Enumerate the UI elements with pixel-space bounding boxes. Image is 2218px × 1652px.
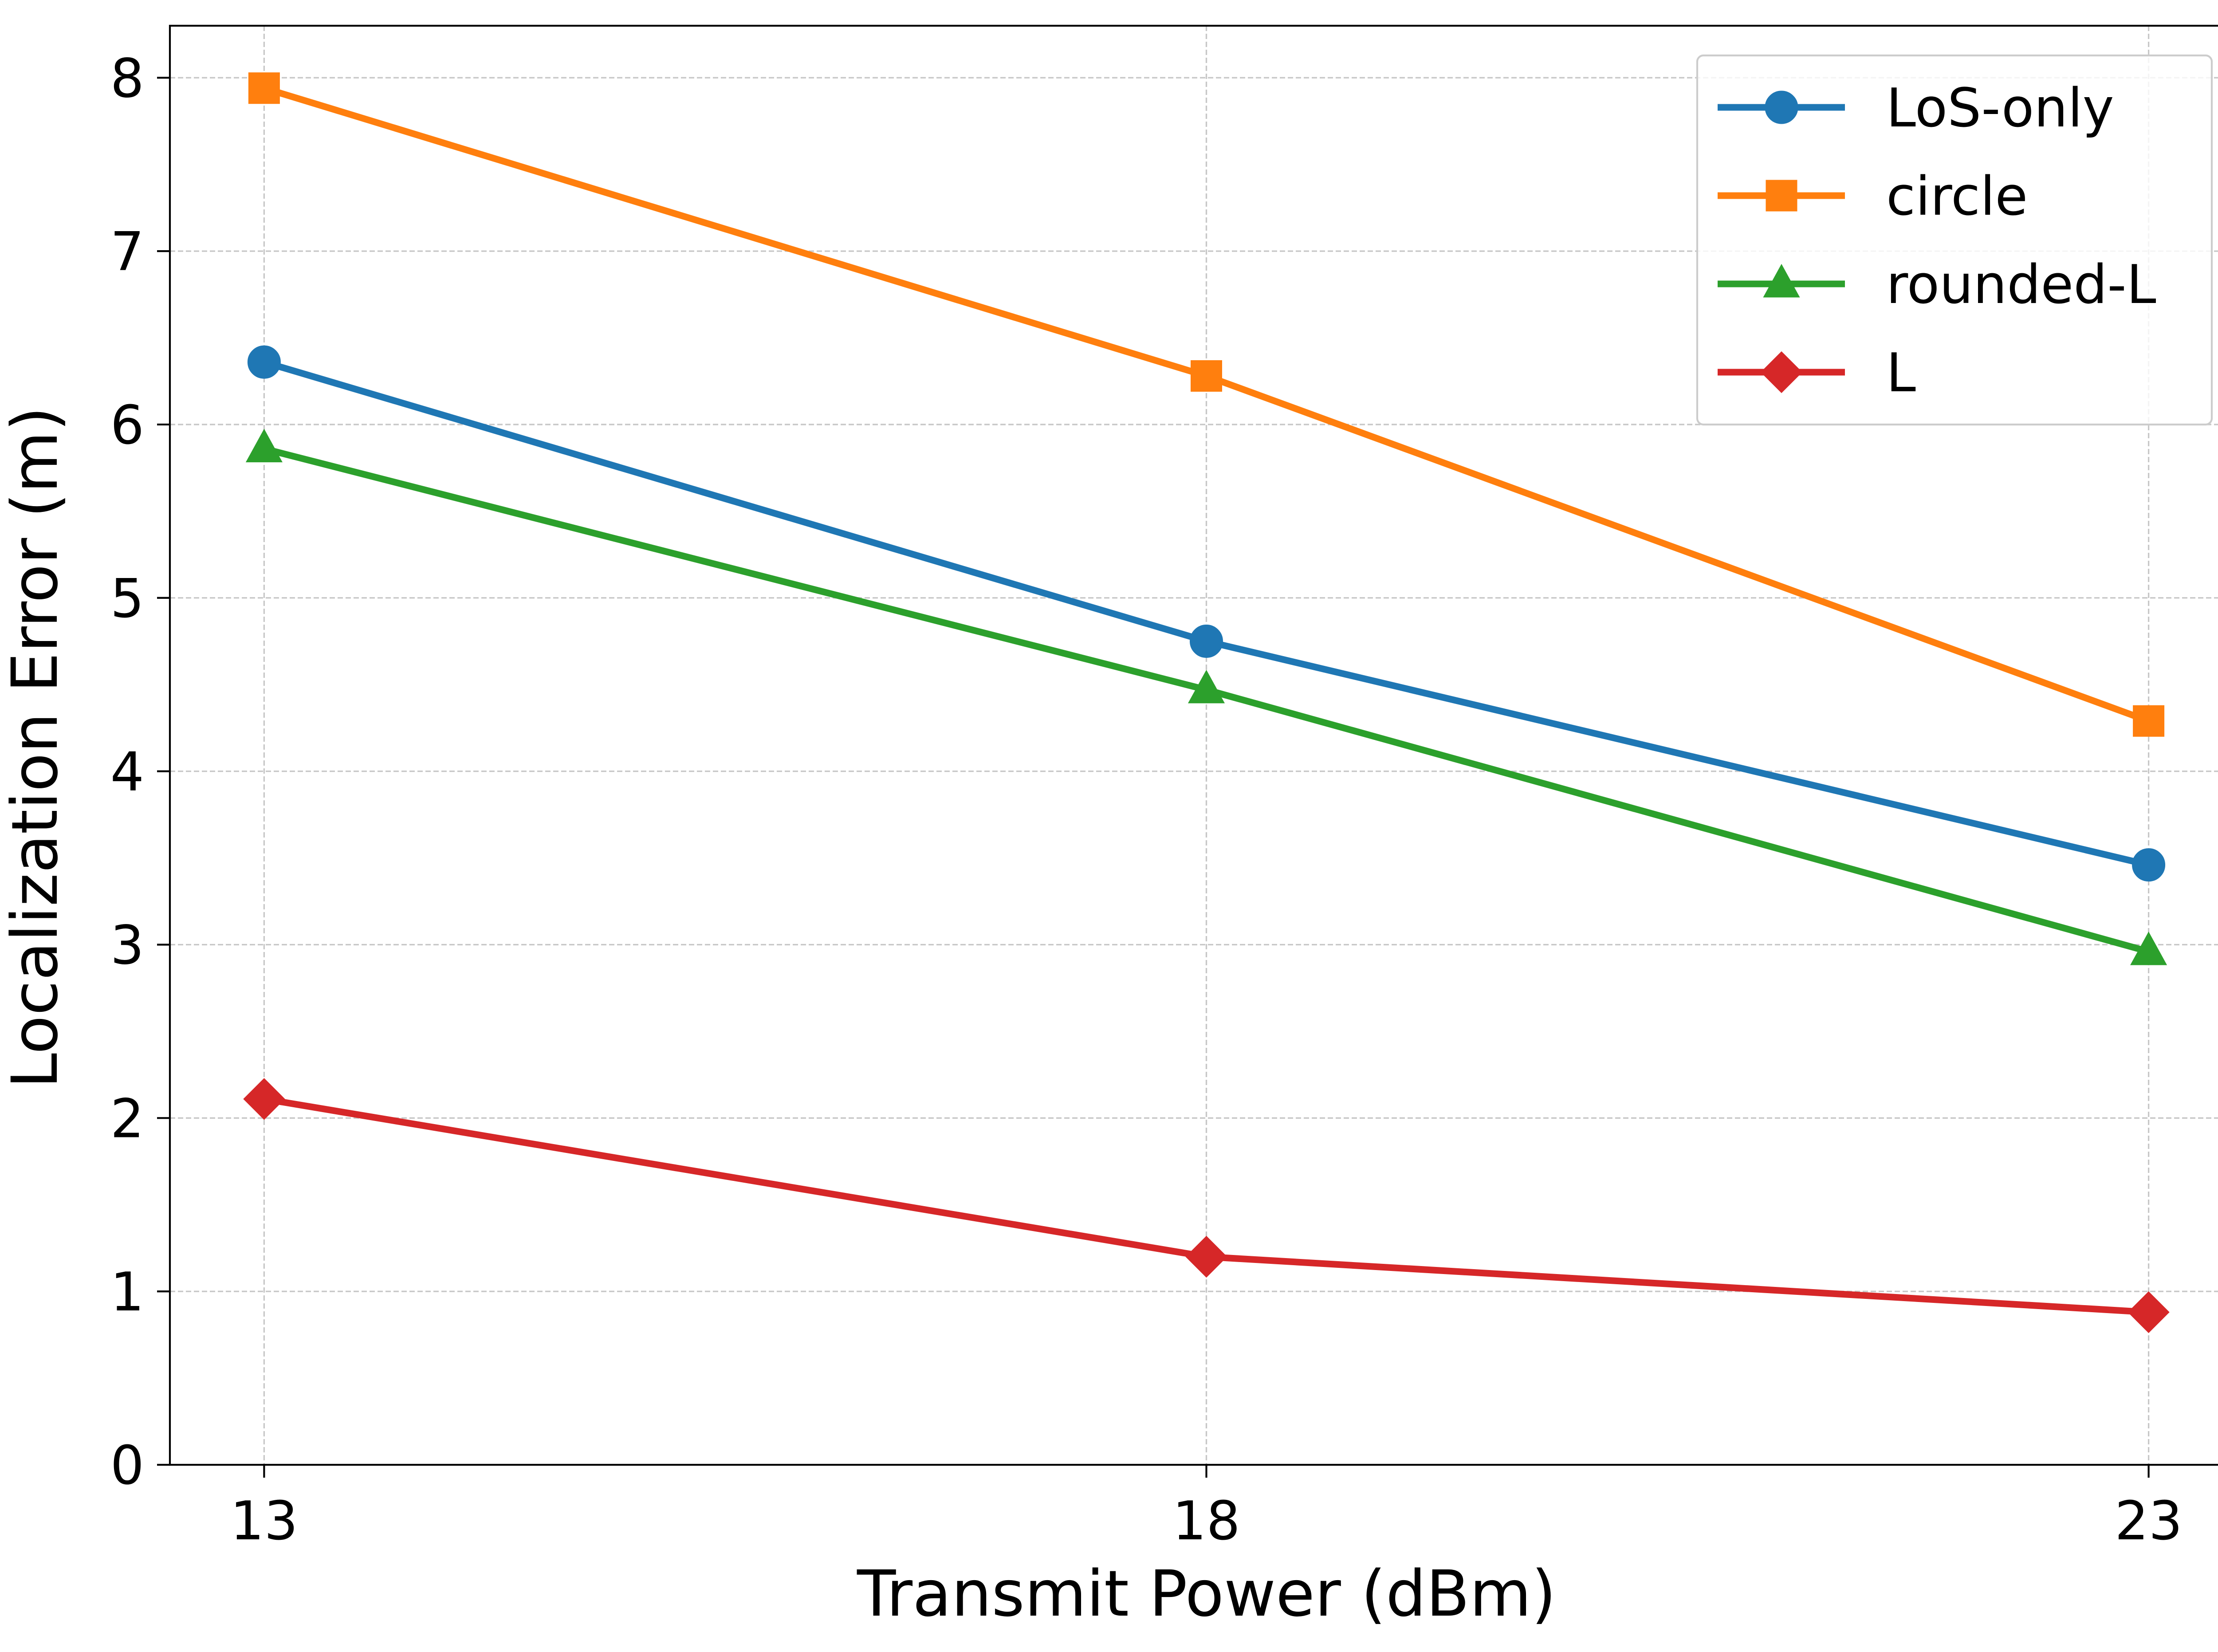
legend-label-los-only: LoS-only: [1886, 78, 2114, 139]
legend-label-rounded-l: rounded-L: [1886, 254, 2156, 316]
y-tick-label: 0: [110, 1435, 144, 1497]
data-point-l: [243, 1078, 285, 1120]
y-tick-label: 1: [110, 1262, 144, 1323]
legend-marker-circle: [1766, 180, 1797, 212]
legend-label-circle: circle: [1886, 166, 2028, 228]
data-point-circle: [1191, 360, 1222, 392]
x-tick-label: 18: [1172, 1491, 1240, 1552]
legend: LoS-only circle rounded-L L: [1696, 54, 2213, 426]
data-point-rounded-l: [1188, 669, 1225, 704]
x-tick-label: 13: [230, 1491, 298, 1552]
y-tick-label: 4: [110, 742, 144, 803]
data-point-rounded-l: [2130, 931, 2167, 965]
x-axis-label: Transmit Power (dBm): [857, 1557, 1556, 1631]
legend-marker-los-only: [1765, 90, 1798, 124]
x-tick-label: 23: [2115, 1491, 2183, 1552]
data-point-los-only: [247, 345, 281, 379]
data-point-rounded-l: [245, 429, 283, 463]
data-point-circle: [248, 72, 280, 104]
y-tick-label: 2: [110, 1088, 144, 1150]
y-tick-label: 8: [110, 48, 144, 110]
data-point-circle: [2133, 705, 2165, 737]
y-tick-label: 6: [110, 395, 144, 456]
legend-box: [1696, 54, 2213, 426]
y-tick-label: 7: [110, 221, 144, 283]
legend-marker-l: [1760, 351, 1803, 393]
legend-marker-rounded-l: [1763, 264, 1800, 298]
data-point-los-only: [2132, 848, 2166, 882]
legend-label-l: L: [1886, 342, 1916, 404]
data-point-l: [2128, 1291, 2170, 1333]
y-tick-label: 3: [110, 915, 144, 976]
y-tick-label: 5: [110, 568, 144, 630]
marker-layer: [243, 72, 2170, 1333]
y-axis-label: Localization Error (m): [0, 406, 72, 1088]
data-point-l: [1185, 1235, 1227, 1278]
data-point-los-only: [1190, 624, 1223, 658]
